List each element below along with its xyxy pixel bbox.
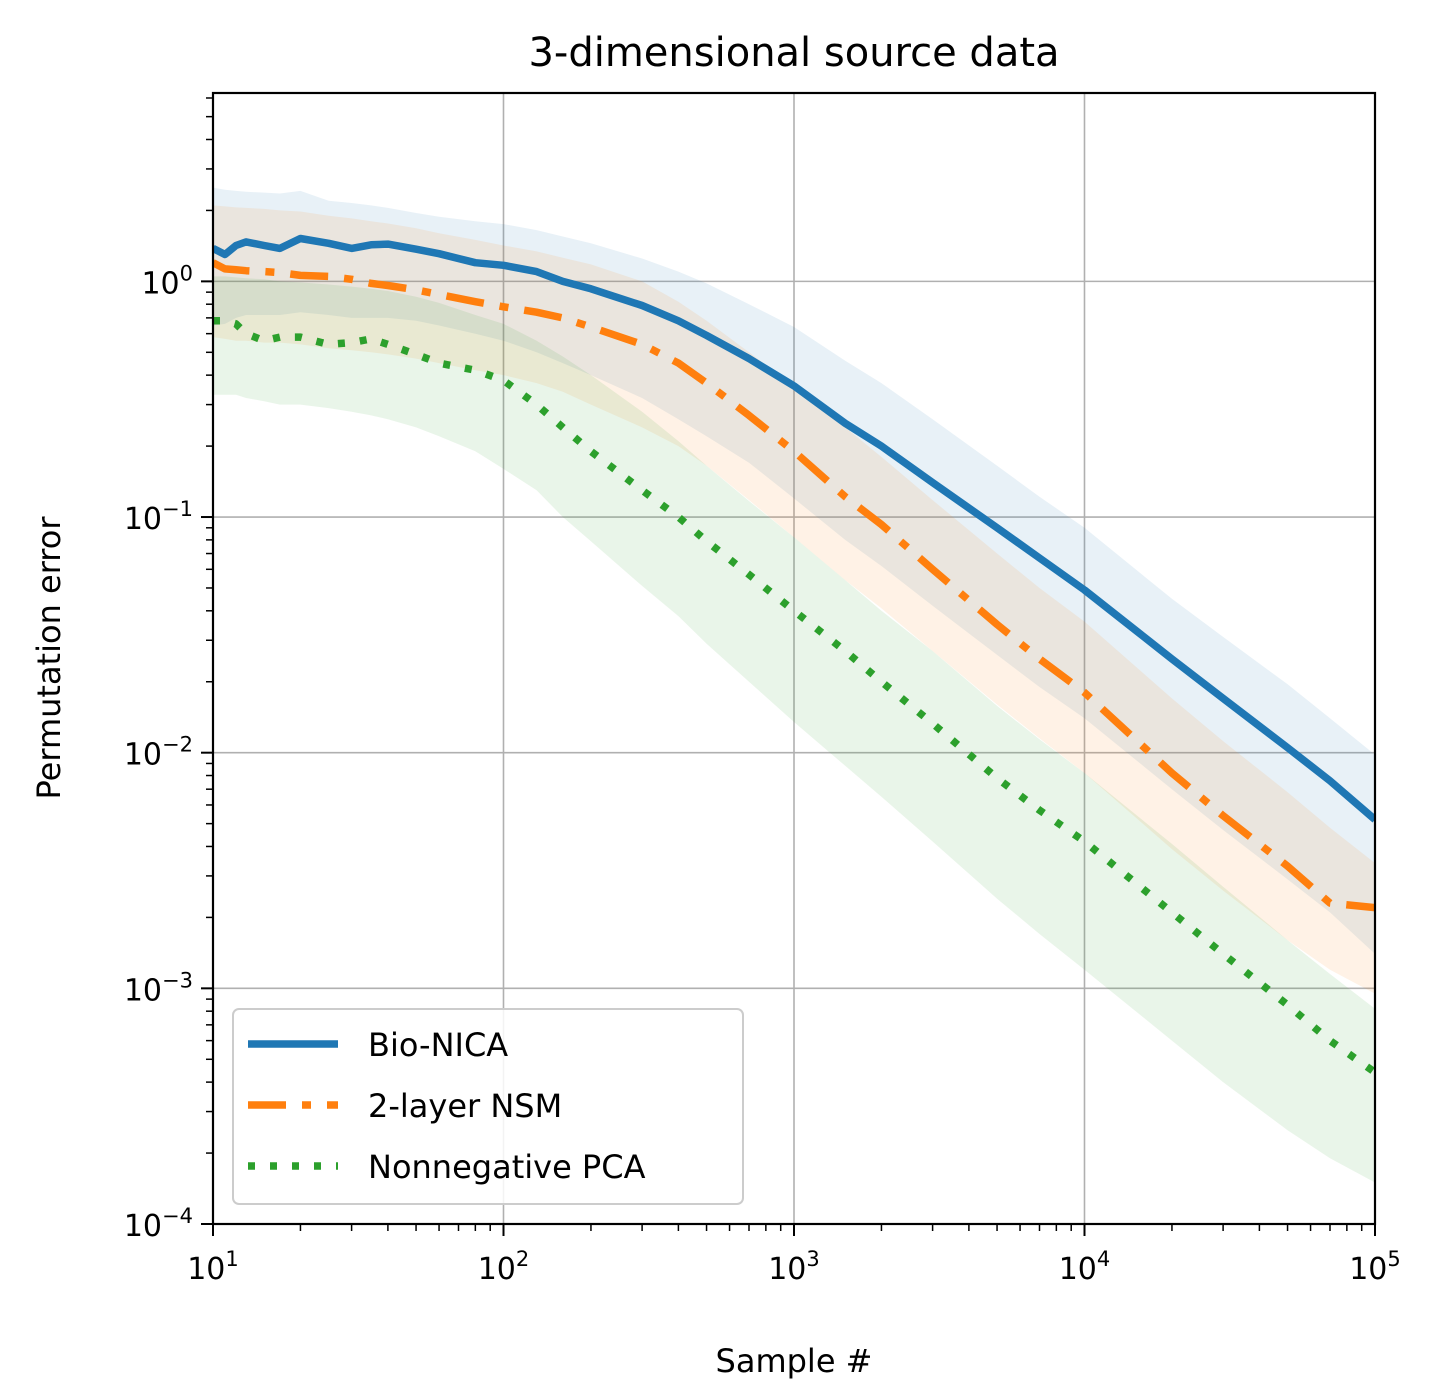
x-tick-label: 101	[187, 1247, 239, 1287]
axis-ticks: 101 102 103 104 105 10−4 10−3 10−2 10−1 100	[124, 97, 1401, 1287]
y-axis-label: Permutation error	[30, 516, 68, 800]
legend-label: 2-layer NSM	[368, 1087, 562, 1125]
x-tick-label: 105	[1349, 1247, 1401, 1287]
y-tick-label: 100	[141, 261, 193, 301]
legend-label: Bio-NICA	[368, 1026, 508, 1064]
y-tick-label: 10−2	[124, 733, 193, 773]
confidence-bands	[213, 187, 1375, 1183]
x-tick-label: 104	[1059, 1247, 1111, 1287]
line-series-2	[213, 317, 1375, 1076]
x-axis-label: Sample #	[716, 1342, 873, 1380]
chart-title: 3-dimensional source data	[528, 30, 1059, 76]
line-series-0	[213, 234, 1375, 823]
band-series-2	[213, 276, 1375, 1183]
x-tick-label: 103	[768, 1247, 820, 1287]
legend: Bio-NICA 2-layer NSM Nonnegative PCA	[232, 1008, 744, 1205]
x-tick-label: 102	[478, 1247, 530, 1287]
y-tick-label: 10−1	[124, 497, 193, 537]
line-series-1	[213, 259, 1375, 912]
band-series-0	[213, 187, 1375, 954]
band-series-1	[213, 205, 1375, 994]
y-tick-label: 10−4	[124, 1204, 193, 1244]
series-lines	[213, 234, 1375, 1076]
legend-label: Nonnegative PCA	[368, 1148, 646, 1186]
y-tick-label: 10−3	[124, 968, 193, 1008]
legend-box	[232, 1008, 744, 1205]
